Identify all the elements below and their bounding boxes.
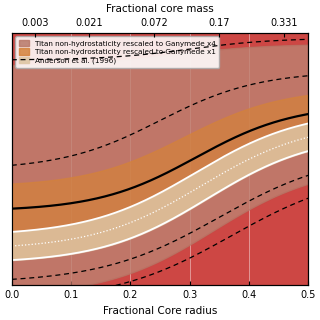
- X-axis label: Fractional Core radius: Fractional Core radius: [103, 306, 217, 316]
- Legend: Titan non-hydrostaticity rescaled to Ganymede x4, Titan non-hydrostaticity resca: Titan non-hydrostaticity rescaled to Gan…: [15, 36, 220, 68]
- X-axis label: Fractional core mass: Fractional core mass: [106, 4, 214, 14]
